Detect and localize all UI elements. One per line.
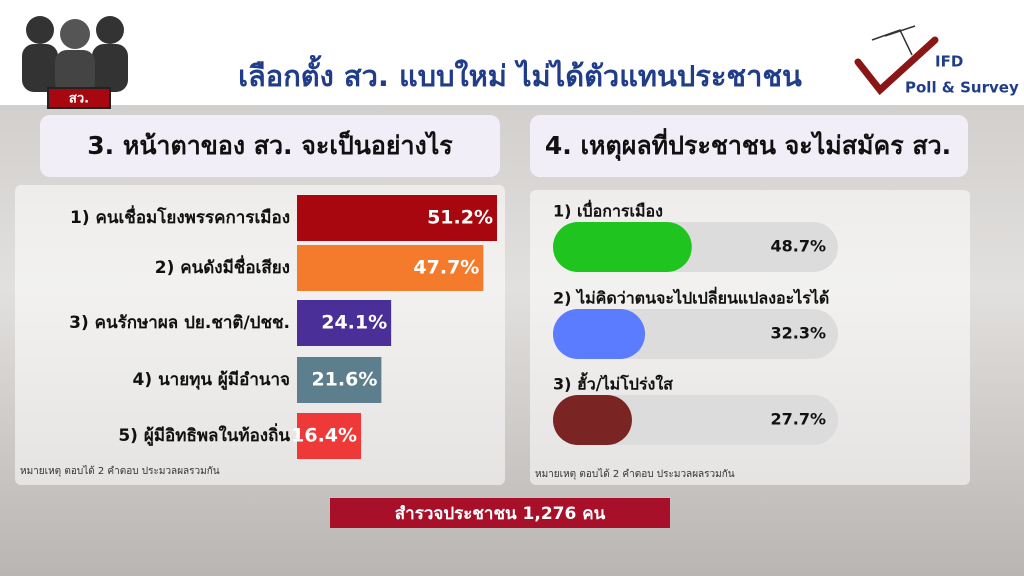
category-label: 2) คนดังมีชื่อเสียง (155, 255, 290, 278)
page-title: เลือกตั้ง สว. แบบใหม่ ไม่ได้ตัวแทนประชาช… (238, 54, 802, 93)
value-label: 48.7% (770, 237, 826, 256)
bar (297, 195, 497, 241)
category-label: 2) ไม่คิดว่าตนจะไปเปลี่ยนแปลงอะไรได้ (553, 287, 829, 308)
bar (553, 309, 646, 359)
chart-title: 4. เหตุผลที่ประชาชน จะไม่สมัคร สว. (545, 128, 951, 162)
badge-box (47, 87, 111, 109)
logo-line2: Poll & Survey (905, 79, 1019, 97)
footer-box (330, 498, 670, 528)
category-label: 1) คนเชื่อมโยงพรรคการเมือง (70, 205, 290, 228)
panel-heading-box (530, 115, 968, 177)
bar (553, 395, 632, 445)
bar (297, 357, 382, 403)
note: หมายเหตุ ตอบได้ 2 คำตอบ ประมวลผลรวมกัน (20, 465, 220, 477)
value-label: 27.7% (770, 410, 826, 429)
value-label: 32.3% (770, 324, 826, 343)
header-band (0, 0, 1024, 105)
bar (297, 245, 484, 291)
badge-text: สว. (69, 92, 89, 107)
category-label: 5) ผู้มีอิทธิพลในท้องถิ่น (118, 423, 290, 447)
logo-mark (854, 25, 939, 96)
value-label: 47.7% (413, 257, 479, 279)
panel-heading-box (40, 115, 500, 177)
people-icon (22, 16, 128, 94)
category-label: 4) นายทุน ผู้มีอำนาจ (133, 369, 290, 391)
chart-title: 3. หน้าตาของ สว. จะเป็นอย่างไร (87, 130, 453, 160)
value-label: 51.2% (427, 207, 493, 229)
bar (553, 222, 692, 272)
note: หมายเหตุ ตอบได้ 2 คำตอบ ประมวลผลรวมกัน (535, 468, 735, 480)
bar (297, 300, 392, 346)
category-label: 3) คนรักษาผล ปย.ชาติ/ปชช. (69, 313, 290, 333)
bar (297, 413, 362, 459)
logo-line1: IFD (935, 53, 963, 71)
footer-text: สำรวจประชาชน 1,276 คน (395, 504, 606, 524)
value-label: 21.6% (311, 369, 377, 391)
value-label: 24.1% (321, 312, 387, 334)
category-label: 1) เบื่อการเมือง (553, 200, 663, 221)
value-label: 16.4% (291, 425, 357, 447)
category-label: 3) ฮั้ว/ไม่โปร่งใส (553, 372, 673, 394)
